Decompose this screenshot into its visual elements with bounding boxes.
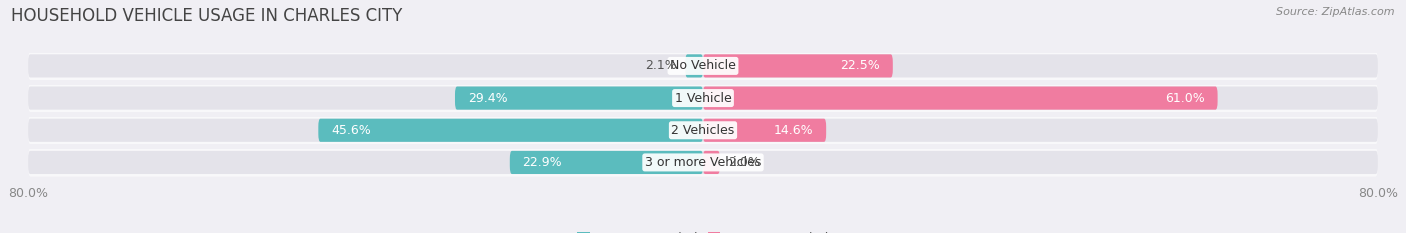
FancyBboxPatch shape xyxy=(28,54,1378,78)
FancyBboxPatch shape xyxy=(28,151,1378,174)
FancyBboxPatch shape xyxy=(703,119,827,142)
FancyBboxPatch shape xyxy=(703,86,1218,110)
Text: 2 Vehicles: 2 Vehicles xyxy=(672,124,734,137)
FancyBboxPatch shape xyxy=(703,151,720,174)
Text: 3 or more Vehicles: 3 or more Vehicles xyxy=(645,156,761,169)
Text: 2.0%: 2.0% xyxy=(728,156,761,169)
Text: 29.4%: 29.4% xyxy=(468,92,508,105)
Text: 2.1%: 2.1% xyxy=(645,59,676,72)
Text: No Vehicle: No Vehicle xyxy=(671,59,735,72)
Text: 22.5%: 22.5% xyxy=(841,59,880,72)
Legend: Owner-occupied, Renter-occupied: Owner-occupied, Renter-occupied xyxy=(572,227,834,233)
FancyBboxPatch shape xyxy=(28,119,1378,142)
Text: HOUSEHOLD VEHICLE USAGE IN CHARLES CITY: HOUSEHOLD VEHICLE USAGE IN CHARLES CITY xyxy=(11,7,402,25)
FancyBboxPatch shape xyxy=(510,151,703,174)
Text: 1 Vehicle: 1 Vehicle xyxy=(675,92,731,105)
FancyBboxPatch shape xyxy=(28,84,1378,112)
FancyBboxPatch shape xyxy=(28,116,1378,144)
FancyBboxPatch shape xyxy=(685,54,703,78)
FancyBboxPatch shape xyxy=(703,54,893,78)
FancyBboxPatch shape xyxy=(28,148,1378,177)
FancyBboxPatch shape xyxy=(318,119,703,142)
Text: 45.6%: 45.6% xyxy=(330,124,371,137)
FancyBboxPatch shape xyxy=(28,52,1378,80)
Text: 14.6%: 14.6% xyxy=(773,124,814,137)
Text: 22.9%: 22.9% xyxy=(523,156,562,169)
FancyBboxPatch shape xyxy=(28,86,1378,110)
Text: Source: ZipAtlas.com: Source: ZipAtlas.com xyxy=(1277,7,1395,17)
Text: 61.0%: 61.0% xyxy=(1166,92,1205,105)
FancyBboxPatch shape xyxy=(456,86,703,110)
